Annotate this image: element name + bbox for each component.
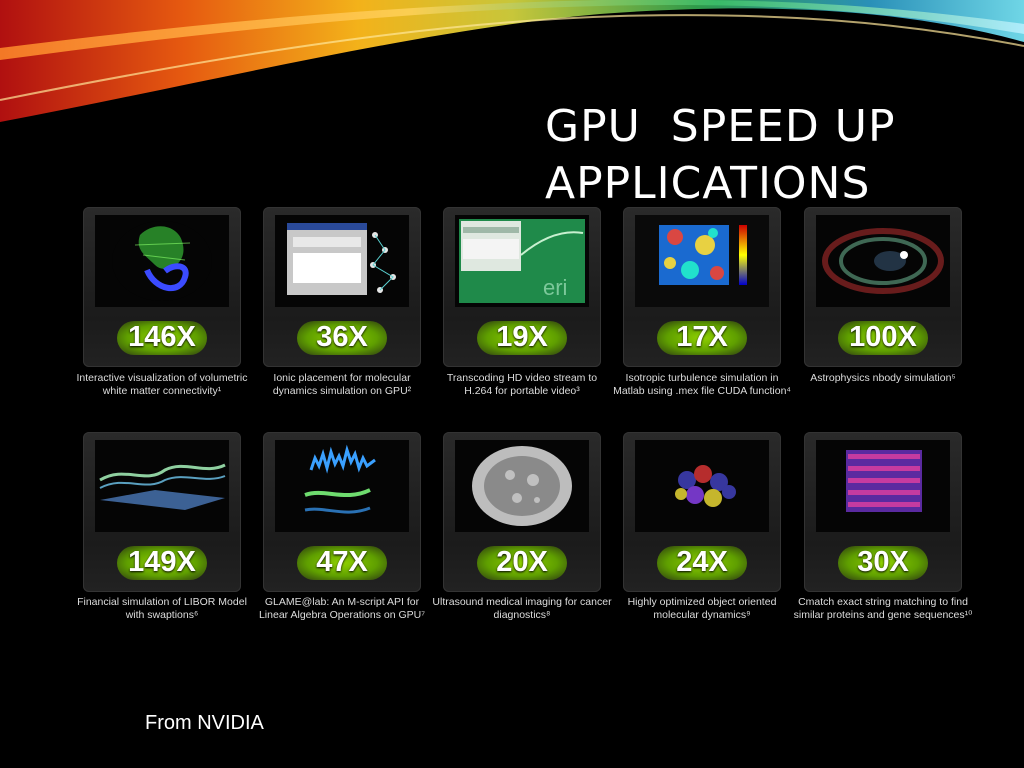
tile-caption: Astrophysics nbody simulation⁵ <box>810 372 956 384</box>
speedup-tile: 149X <box>83 432 241 592</box>
source-credit: From NVIDIA <box>145 712 264 734</box>
speedup-value: 17X <box>676 320 728 353</box>
speedup-value: 146X <box>128 320 196 353</box>
speedup-tile: 30X <box>804 432 962 592</box>
tile-caption: Financial simulation of LIBOR Model with… <box>77 596 247 621</box>
tile-caption: Ionic placement for molecular dynamics s… <box>272 372 412 397</box>
speedup-badge: 19X <box>443 311 601 363</box>
brain-fiber-image <box>95 215 229 307</box>
speedup-badge: 47X <box>263 536 421 588</box>
tile-caption: Transcoding HD video stream to H.264 for… <box>446 372 598 397</box>
ultrasound-image <box>455 440 589 532</box>
tile-caption: Interactive visualization of volumetric … <box>76 372 248 397</box>
speedup-value: 100X <box>849 320 917 353</box>
slide-title: GPU SPEED UP APPLICATIONS <box>545 101 896 202</box>
speedup-badge: 20X <box>443 536 601 588</box>
tile-caption: Highly optimized object oriented molecul… <box>627 596 777 621</box>
speedup-value: 47X <box>316 545 368 578</box>
speedup-badge: 149X <box>83 536 241 588</box>
molecular-spheres-image <box>635 440 769 532</box>
speedup-value: 19X <box>496 320 548 353</box>
protein-sequence-image <box>816 440 950 532</box>
speedup-badge: 146X <box>83 311 241 363</box>
svg-text:eri: eri <box>543 275 567 300</box>
tile-caption: Ultrasound medical imaging for cancer di… <box>432 596 612 621</box>
tile-caption: GLAME@lab: An M-script API for Linear Al… <box>258 596 426 621</box>
speedup-value: 30X <box>857 545 909 578</box>
tile-caption: Isotropic turbulence simulation in Matla… <box>613 372 791 397</box>
speedup-tile: 47X <box>263 432 421 592</box>
speedup-tile: 146X <box>83 207 241 367</box>
turbulence-heatmap-image <box>635 215 769 307</box>
video-app-image: eri <box>455 215 589 307</box>
speedup-value: 36X <box>316 320 368 353</box>
tile-caption: Cmatch exact string matching to find sim… <box>793 596 973 621</box>
speedup-tile: 100X <box>804 207 962 367</box>
speedup-tile: 24X <box>623 432 781 592</box>
linear-algebra-plot-image <box>275 440 409 532</box>
molecule-screenshot-image <box>275 215 409 307</box>
speedup-badge: 17X <box>623 311 781 363</box>
financial-surface-image <box>95 440 229 532</box>
speedup-badge: 30X <box>804 536 962 588</box>
speedup-tile: 36X <box>263 207 421 367</box>
rainbow-swoosh-decoration <box>0 0 1024 122</box>
speedup-value: 20X <box>496 545 548 578</box>
speedup-tile: 20X <box>443 432 601 592</box>
speedup-value: 149X <box>128 545 196 578</box>
speedup-tile: 17X <box>623 207 781 367</box>
speedup-badge: 36X <box>263 311 421 363</box>
speedup-badge: 100X <box>804 311 962 363</box>
speedup-tile: eri 19X <box>443 207 601 367</box>
speedup-badge: 24X <box>623 536 781 588</box>
speedup-value: 24X <box>676 545 728 578</box>
nbody-galaxy-image <box>816 215 950 307</box>
